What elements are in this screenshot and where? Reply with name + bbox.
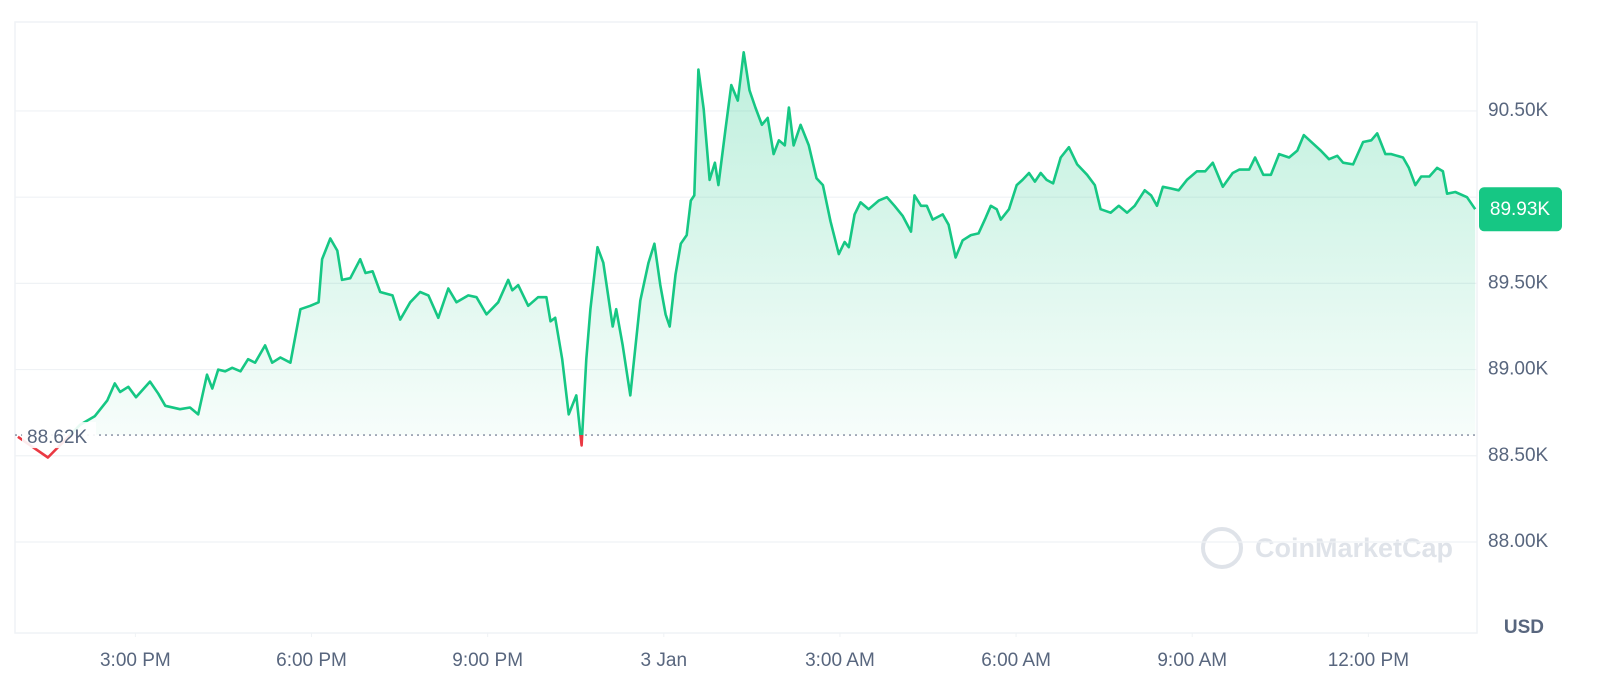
plot-frame: [14, 21, 1478, 634]
currency-label: USD: [1504, 617, 1544, 638]
watermark-text: CoinMarketCap: [1255, 533, 1453, 563]
x-tick-label: 9:00 PM: [452, 650, 523, 671]
y-tick-label: 89.50K: [1488, 272, 1549, 293]
y-tick-label: 90.50K: [1488, 100, 1549, 121]
x-tick-label: 12:00 PM: [1328, 650, 1409, 671]
price-line: [17, 51, 1477, 459]
y-tick-label: 88.00K: [1488, 531, 1549, 552]
x-tick-label: 6:00 AM: [981, 650, 1051, 671]
x-tick-label: 6:00 PM: [276, 650, 347, 671]
price-area: [17, 52, 1476, 436]
y-tick-label: 89.00K: [1488, 359, 1549, 380]
x-tick-label: 3 Jan: [641, 650, 687, 671]
x-tick-label: 3:00 PM: [100, 650, 171, 671]
watermark: CoinMarketCap: [1201, 527, 1453, 569]
last-price-badge: [1479, 187, 1562, 232]
x-tick-label: 9:00 AM: [1157, 650, 1227, 671]
open-label-bg: [22, 422, 96, 449]
open-label: 88.62K: [27, 427, 88, 448]
x-tick-label: 3:00 AM: [805, 650, 875, 671]
last-price-label: 89.93K: [1490, 199, 1551, 220]
watermark-logo: [1201, 527, 1243, 569]
y-tick-label: 88.50K: [1488, 445, 1549, 466]
